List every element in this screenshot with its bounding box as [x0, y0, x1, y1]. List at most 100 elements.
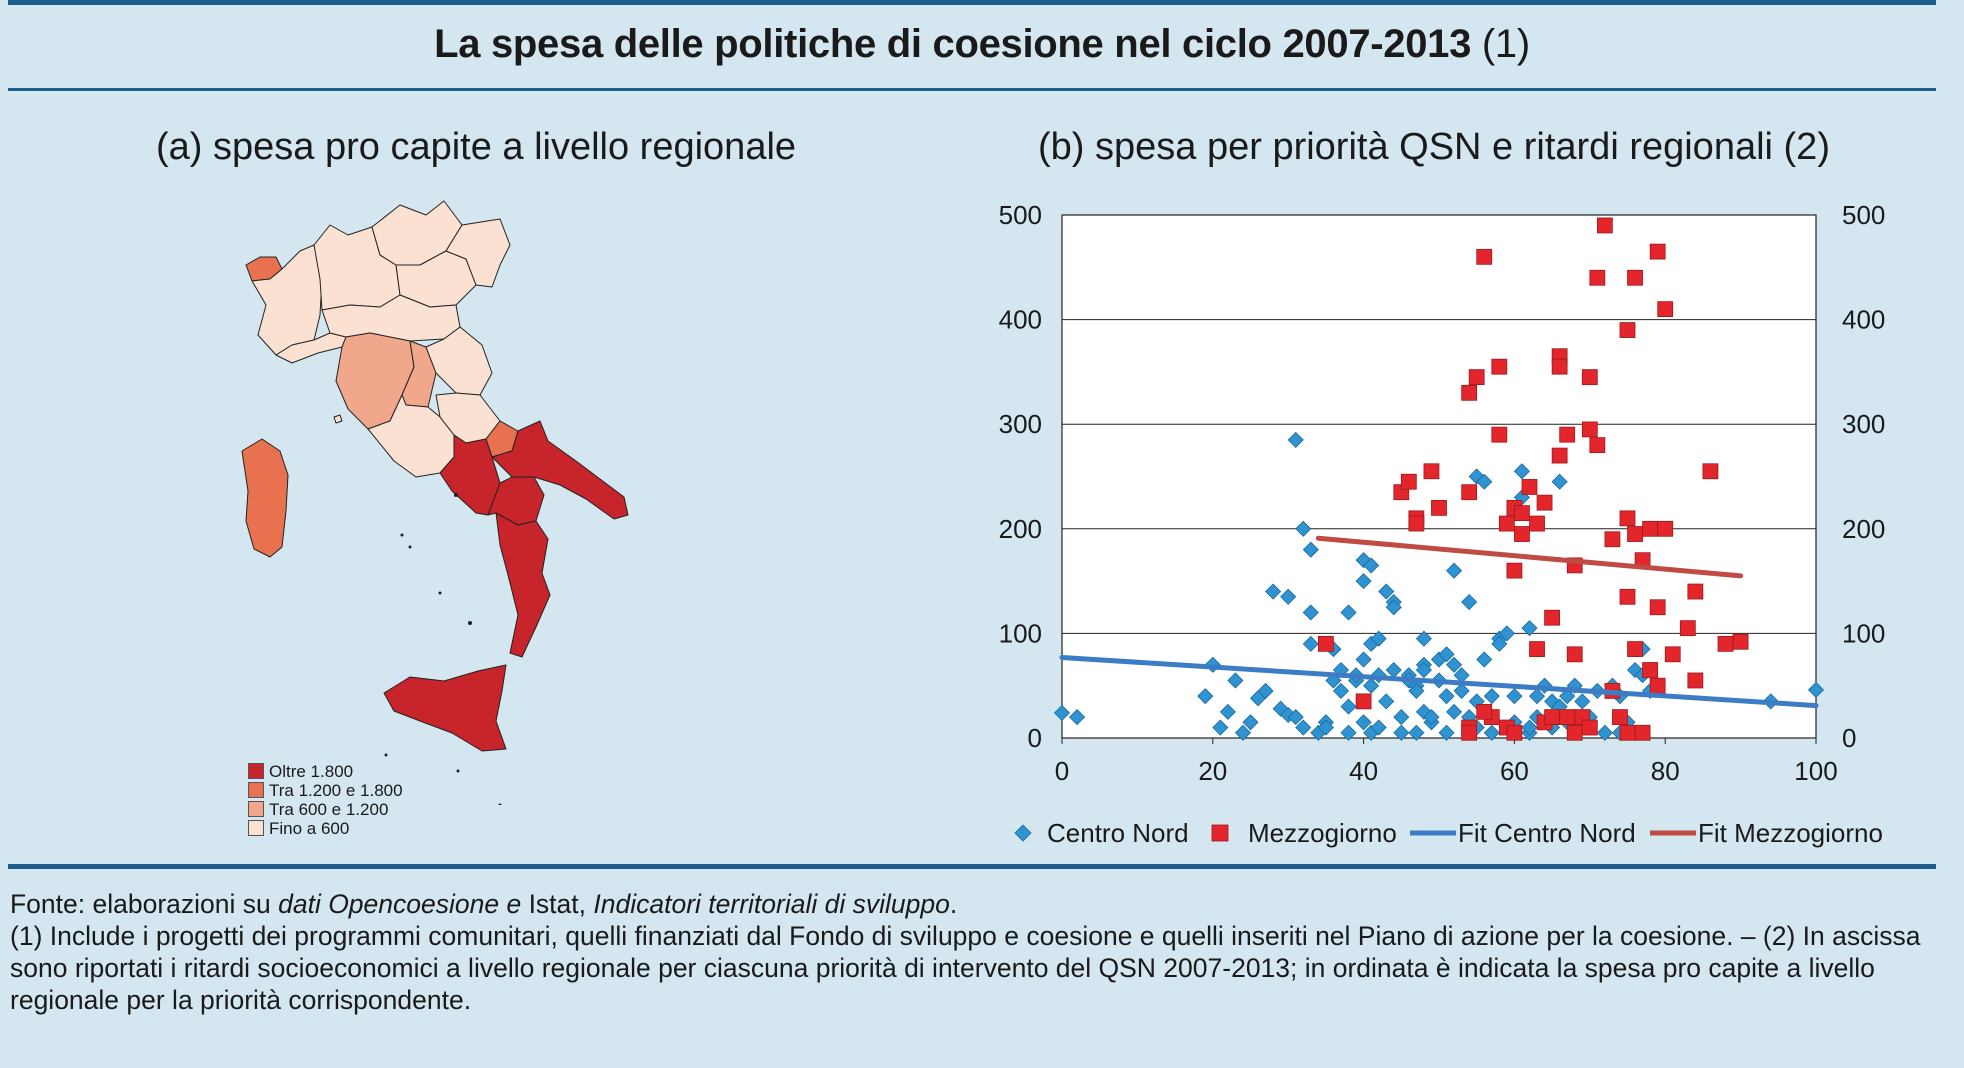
centro-nord-point	[1370, 630, 1387, 647]
x-tick-label: 80	[1651, 756, 1680, 786]
legend-swatch	[248, 782, 264, 799]
region-sardegna	[241, 438, 289, 558]
centro-nord-point	[1498, 625, 1515, 642]
mezzogiorno-point	[1423, 463, 1440, 480]
mezzogiorno-point	[1642, 662, 1659, 678]
mezzogiorno-point	[1627, 641, 1643, 657]
mezzogiorno-point	[1581, 719, 1598, 736]
legend-item: Fino a 600	[248, 819, 403, 838]
y-tick-label: 300	[999, 409, 1042, 439]
mezzogiorno-point	[1318, 635, 1334, 652]
footer-rule	[8, 864, 1936, 869]
centro-nord-point	[1521, 719, 1538, 736]
title-rule	[8, 88, 1936, 91]
centro-nord-point	[1378, 583, 1395, 600]
mezzogiorno-point	[1498, 515, 1515, 532]
mezzogiorno-point	[1717, 635, 1734, 652]
mezzogiorno-point	[1559, 426, 1576, 443]
mezzogiorno-point	[1566, 646, 1583, 663]
centro-nord-point	[1415, 630, 1432, 647]
mezzogiorno-point	[1649, 599, 1666, 616]
centro-nord-point	[1355, 651, 1372, 668]
y2-tick-label: 500	[1842, 200, 1885, 230]
legend-diamond-marker	[1014, 824, 1032, 842]
top-rule	[8, 0, 1936, 5]
centro-nord-point	[1257, 682, 1274, 699]
legend-label: Fit Centro Nord	[1458, 818, 1636, 848]
y-tick-label: 200	[999, 514, 1042, 544]
mezzogiorno-point	[1581, 421, 1598, 438]
map-legend: Oltre 1.800 Tra 1.200 e 1.800 Tra 600 e …	[248, 762, 403, 838]
mezzogiorno-point	[1491, 426, 1508, 443]
mezzogiorno-point	[1544, 609, 1560, 626]
y2-tick-label: 300	[1842, 409, 1885, 439]
centro-nord-point	[1355, 714, 1372, 731]
x-tick-label: 0	[1055, 756, 1069, 786]
centro-nord-point	[1355, 573, 1372, 590]
centro-nord-point	[1491, 635, 1508, 652]
mezzogiorno-point	[1612, 709, 1628, 725]
panel-b-title: (b) spesa per priorità QSN e ritardi reg…	[1038, 126, 1830, 168]
mezzogiorno-point	[1461, 724, 1478, 741]
centro-nord-point	[1393, 709, 1410, 726]
centro-nord-point	[1340, 724, 1357, 741]
centro-nord-point	[1415, 661, 1432, 679]
legend-label: Centro Nord	[1047, 818, 1189, 848]
mezzogiorno-point	[1551, 447, 1568, 464]
mezzogiorno-point	[1544, 709, 1560, 725]
mezzogiorno-point	[1521, 479, 1538, 495]
centro-nord-point	[1521, 620, 1538, 637]
centro-nord-point	[1574, 693, 1591, 710]
legend-swatch	[248, 763, 264, 780]
centro-nord-point	[1446, 562, 1463, 579]
plot-border	[1061, 214, 1817, 739]
mezzogiorno-point	[1551, 358, 1568, 375]
legend-swatch	[248, 820, 264, 837]
centro-nord-point	[1295, 719, 1312, 736]
legend-item: Tra 600 e 1.200	[248, 800, 403, 819]
mezzogiorno-point	[1627, 526, 1643, 542]
x-tick-label: 20	[1198, 756, 1227, 786]
centro-nord-point	[1302, 635, 1319, 652]
x-tick-label: 40	[1349, 756, 1378, 786]
legend-square-marker	[1211, 824, 1229, 842]
mezzogiorno-point	[1514, 526, 1530, 542]
centro-nord-point	[1476, 651, 1493, 668]
mezzogiorno-point	[1355, 693, 1372, 710]
y-tick-label: 500	[999, 200, 1042, 230]
legend-item: Oltre 1.800	[248, 762, 403, 781]
mezzogiorno-point	[1649, 677, 1666, 694]
x-tick-label: 60	[1500, 756, 1529, 786]
mezzogiorno-point	[1732, 633, 1749, 650]
legend-item: Tra 1.200 e 1.800	[248, 781, 403, 800]
centro-nord-point	[1340, 698, 1357, 715]
centro-nord-point	[1528, 688, 1546, 705]
region-sicilia	[383, 664, 507, 752]
mezzogiorno-point	[1476, 703, 1493, 720]
panel-a-title: (a) spesa pro capite a livello regionale	[156, 126, 797, 168]
centro-nord-point	[1476, 473, 1493, 490]
centro-nord-point	[1446, 703, 1463, 720]
mezzogiorno-point	[1687, 672, 1704, 689]
centro-nord-point	[1807, 681, 1825, 698]
fit-mezzogiorno-line	[1315, 535, 1744, 579]
mezzogiorno-point	[1529, 641, 1545, 657]
mezzogiorno-point	[1408, 515, 1425, 532]
island-elba	[333, 414, 343, 424]
mezzogiorno-point	[1461, 484, 1478, 501]
centro-nord-point	[1197, 688, 1214, 705]
mezzogiorno-point	[1461, 384, 1478, 401]
legend-swatch	[248, 801, 264, 818]
y-tick-label: 100	[999, 618, 1042, 648]
mezzogiorno-point	[1536, 494, 1553, 511]
mezzogiorno-point	[1400, 473, 1417, 490]
mezzogiorno-point	[1657, 520, 1674, 537]
mezzogiorno-point	[1529, 515, 1545, 532]
centro-nord-point	[1438, 646, 1455, 663]
centro-nord-point	[1295, 520, 1312, 537]
mezzogiorno-point	[1604, 531, 1621, 548]
centro-nord-point	[1461, 593, 1478, 611]
region-calabria	[495, 512, 551, 658]
centro-nord-point	[1378, 693, 1395, 710]
mezzogiorno-point	[1589, 437, 1606, 454]
